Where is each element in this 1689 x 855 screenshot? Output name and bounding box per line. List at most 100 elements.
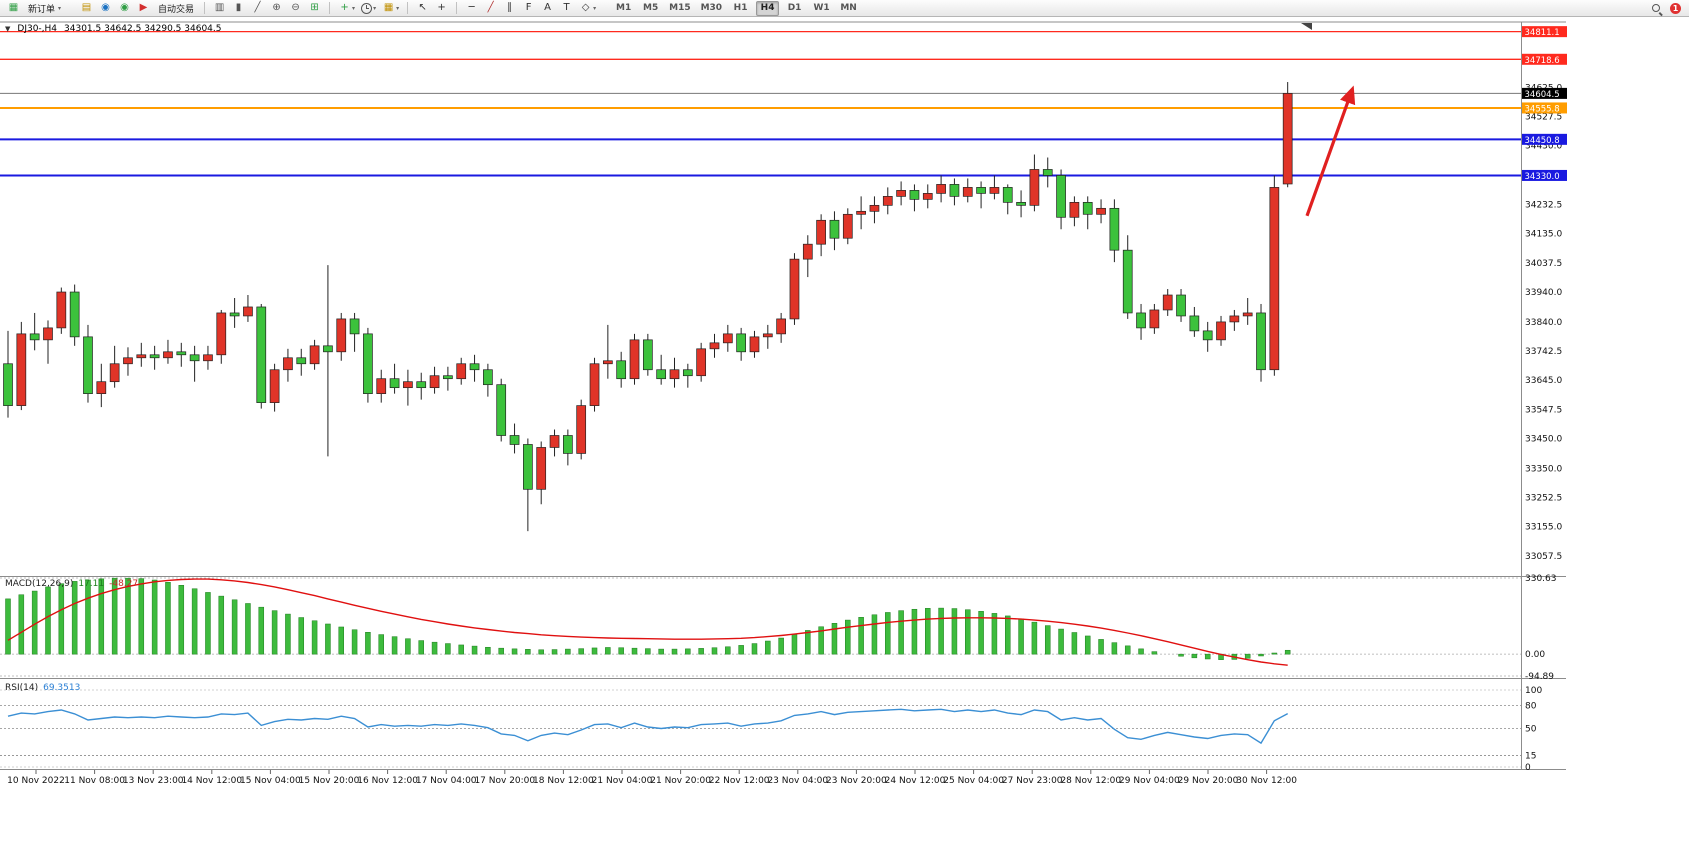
price-tag[interactable]: 34450.8 xyxy=(1522,133,1567,146)
price-tag[interactable]: 34555.8 xyxy=(1522,102,1567,114)
chart-title: ▼ DJ30-,H4 34301.5 34642.5 34290.5 34604… xyxy=(5,24,221,34)
svg-text:33547.5: 33547.5 xyxy=(1525,405,1562,415)
timeframe-h1-button[interactable]: H1 xyxy=(733,3,748,13)
templates-icon[interactable]: ▦ ▾ xyxy=(380,0,401,17)
svg-text:30 Nov 12:00: 30 Nov 12:00 xyxy=(1236,776,1297,786)
symbol-dropdown-icon[interactable]: ▼ xyxy=(5,25,11,33)
rsi-line xyxy=(7,708,1289,745)
timeframe-m15-button[interactable]: M15 xyxy=(669,3,691,13)
new-order-icon[interactable]: ▦ xyxy=(5,0,22,17)
svg-text:34037.5: 34037.5 xyxy=(1525,259,1562,269)
svg-text:15: 15 xyxy=(1525,751,1536,761)
zoom-out-icon[interactable]: ⊖ xyxy=(287,0,304,17)
dropdown-caret-icon: ▾ xyxy=(396,4,400,12)
svg-text:25 Nov 04:00: 25 Nov 04:00 xyxy=(943,776,1004,786)
timeframe-d1-button[interactable]: D1 xyxy=(787,3,802,13)
svg-text:33645.0: 33645.0 xyxy=(1525,376,1562,386)
timeframe-h4-button[interactable]: H4 xyxy=(756,0,780,16)
fibonacci-icon[interactable]: F xyxy=(520,0,537,17)
macd-main-value: 17.11 xyxy=(78,579,105,589)
notification-badge[interactable]: 1 xyxy=(1670,2,1681,14)
timeframe-mn-button[interactable]: MN xyxy=(840,3,857,13)
auto-trading-button-label: 自动交易 xyxy=(158,4,195,15)
templates-icon-glyph: ▦ xyxy=(383,2,394,13)
line-chart-icon-glyph: ╱ xyxy=(254,2,261,13)
price-lines-layer xyxy=(0,30,1522,177)
svg-text:100: 100 xyxy=(1525,686,1542,696)
svg-text:0: 0 xyxy=(1525,763,1531,773)
auto-trading-icon[interactable]: ▶ xyxy=(135,0,152,17)
svg-text:21 Nov 20:00: 21 Nov 20:00 xyxy=(650,776,711,786)
tile-windows-icon[interactable]: ⊞ xyxy=(306,0,323,17)
navigator-icon-glyph: ◉ xyxy=(120,2,129,13)
shapes-icon[interactable]: ◇ ▾ xyxy=(577,0,598,17)
svg-text:0.00: 0.00 xyxy=(1525,650,1545,660)
timeframe-m30-button[interactable]: M30 xyxy=(700,3,723,13)
svg-text:80: 80 xyxy=(1525,701,1537,711)
tile-windows-icon-glyph: ⊞ xyxy=(310,2,319,13)
dropdown-caret-icon: ▾ xyxy=(352,4,356,12)
horizontal-line-icon[interactable]: ─ xyxy=(463,0,480,17)
trendline-icon[interactable]: ╱ xyxy=(482,0,499,17)
chart-symbol-period: DJ30-,H4 xyxy=(17,24,58,34)
top-toolbar: ▦ 新订单 ▾ ▤ ◉ ◉ ▶ 自动交易 ▥ ▮ ╱ ⊕ ⊖ ⊞ + ▾ ▾ ▦ ▾ ↖ + ─ ╱ ∥ F A T ◇ ▾ M1 M5 M1… xyxy=(0,0,1689,17)
rsi-label: RSI(14) 69.3513 xyxy=(5,683,80,693)
macd-name: MACD(12,26,9) xyxy=(5,579,74,589)
search-icon[interactable] xyxy=(1650,2,1663,15)
rsi-value: 69.3513 xyxy=(43,683,81,693)
new-order-button[interactable]: 新订单 ▾ xyxy=(24,0,65,17)
dropdown-caret-icon: ▾ xyxy=(593,4,597,12)
timeframe-m1-button[interactable]: M1 xyxy=(616,3,632,13)
timeframe-m5-button[interactable]: M5 xyxy=(643,3,659,13)
cursor-icon[interactable]: ↖ xyxy=(414,0,431,17)
price-tag[interactable]: 34811.1 xyxy=(1522,26,1567,38)
auto-trading-button[interactable]: 自动交易 xyxy=(154,0,198,17)
price-tag[interactable]: 34718.6 xyxy=(1522,53,1567,66)
bar-chart-icon[interactable]: ▥ xyxy=(211,0,228,17)
zoom-in-icon[interactable]: ⊕ xyxy=(268,0,285,17)
channel-icon[interactable]: ∥ xyxy=(501,0,518,17)
svg-text:23 Nov 04:00: 23 Nov 04:00 xyxy=(767,776,828,786)
line-chart-icon[interactable]: ╱ xyxy=(249,0,266,17)
auto-trading-icon-glyph: ▶ xyxy=(139,2,148,13)
chart-ohlc-values: 34301.5 34642.5 34290.5 34604.5 xyxy=(64,24,222,34)
svg-text:34527.5: 34527.5 xyxy=(1525,112,1562,122)
crosshair-icon[interactable]: + xyxy=(433,0,450,17)
profiles-icon[interactable]: ▤ xyxy=(78,0,95,17)
indicators-icon[interactable]: + ▾ xyxy=(336,0,357,17)
svg-text:17 Nov 20:00: 17 Nov 20:00 xyxy=(474,776,535,786)
svg-text:22 Nov 12:00: 22 Nov 12:00 xyxy=(709,776,770,786)
macd-layer xyxy=(0,577,1522,677)
navigator-icon[interactable]: ◉ xyxy=(116,0,133,17)
periods-icon[interactable]: ▾ xyxy=(359,0,378,17)
price-tag[interactable]: 34604.5 xyxy=(1522,87,1567,100)
svg-text:11 Nov 08:00: 11 Nov 08:00 xyxy=(64,776,125,786)
shapes-icon-glyph: ◇ xyxy=(581,2,590,13)
price-axis-layer: 34625.034527.534430.034232.534135.034037… xyxy=(1522,26,1567,773)
svg-text:10 Nov 2022: 10 Nov 2022 xyxy=(7,776,65,786)
new-order-button-label: 新订单 xyxy=(28,4,56,15)
timeframe-w1-button[interactable]: W1 xyxy=(813,3,830,13)
svg-text:29 Nov 04:00: 29 Nov 04:00 xyxy=(1119,776,1180,786)
trend-arrow-annotation[interactable] xyxy=(1305,85,1356,217)
horizontal-line-icon-glyph: ─ xyxy=(468,2,475,13)
svg-text:14 Nov 12:00: 14 Nov 12:00 xyxy=(181,776,242,786)
svg-text:33450.0: 33450.0 xyxy=(1525,434,1562,444)
candles-layer xyxy=(3,82,1293,532)
svg-text:33350.0: 33350.0 xyxy=(1525,464,1562,474)
macd-signal-line xyxy=(7,578,1288,666)
toolbar-separator xyxy=(407,2,409,14)
text-icon[interactable]: A xyxy=(539,0,556,17)
label-icon[interactable]: T xyxy=(558,0,575,17)
svg-text:33252.5: 33252.5 xyxy=(1525,494,1562,504)
candlestick-chart-icon[interactable]: ▮ xyxy=(230,0,247,17)
svg-text:33057.5: 33057.5 xyxy=(1525,552,1562,562)
svg-text:17 Nov 04:00: 17 Nov 04:00 xyxy=(416,776,477,786)
price-tag[interactable]: 34330.0 xyxy=(1522,169,1567,182)
svg-text:24 Nov 12:00: 24 Nov 12:00 xyxy=(885,776,946,786)
svg-text:13 Nov 23:00: 13 Nov 23:00 xyxy=(123,776,184,786)
market-watch-icon[interactable]: ◉ xyxy=(97,0,114,17)
chart-shift-marker-icon[interactable] xyxy=(1301,23,1312,30)
frame-layer xyxy=(0,21,1566,770)
